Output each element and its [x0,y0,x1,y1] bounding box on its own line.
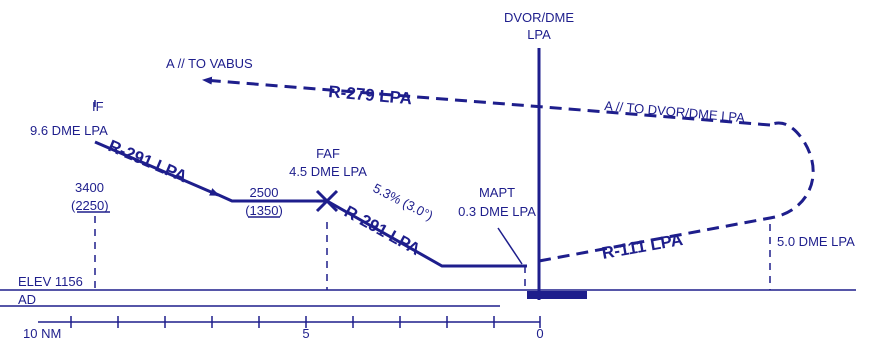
faf-altitude-label: 2500 [250,185,279,200]
runway-bar [527,291,587,299]
missed-to-vabus-label: A // TO VABUS [166,56,253,71]
radial-291-initial-label: R-291 LPA [105,136,190,186]
mapt-label: MAPT [479,185,515,200]
if-altitude-agl-label: (2250) [71,198,109,213]
if-distance-label: 9.6 DME LPA [30,123,108,138]
mapt-distance-label: 0.3 DME LPA [458,204,536,219]
missed-to-dvor-label: A // TO DVOR/DME LPA [604,98,746,125]
elevation-label: ELEV 1156 [18,274,83,289]
navaid-name-label: DVOR/DME [504,10,574,25]
faf-symbol-stroke [315,189,339,213]
faf-label: FAF [316,146,340,161]
radial-111-label: R-111 LPA [600,230,684,263]
radial-279-label: R-279 LPA [328,82,413,108]
if-altitude-label: 3400 [75,180,104,195]
missed-approach-outbound-path [538,121,815,263]
faf-altitude-agl-label: (1350) [245,203,283,218]
gradient-label: 5.3% (3.0°) [371,180,436,223]
navaid-sub-label: LPA [527,27,551,42]
scale-unit-label: 10 NM [23,326,61,340]
scale-label-0: 0 [536,326,543,340]
scale-label-5: 5 [302,326,309,340]
faf-fix-symbol [315,189,339,213]
if-label: IF [92,99,104,114]
faf-distance-label: 4.5 DME LPA [289,164,367,179]
aerodrome-label: AD [18,292,36,307]
turn-distance-label: 5.0 DME LPA [777,234,855,249]
mapt-leader-line [497,227,523,265]
intermediate-approach-path [94,140,220,197]
distance-scale-ticks [70,316,541,328]
